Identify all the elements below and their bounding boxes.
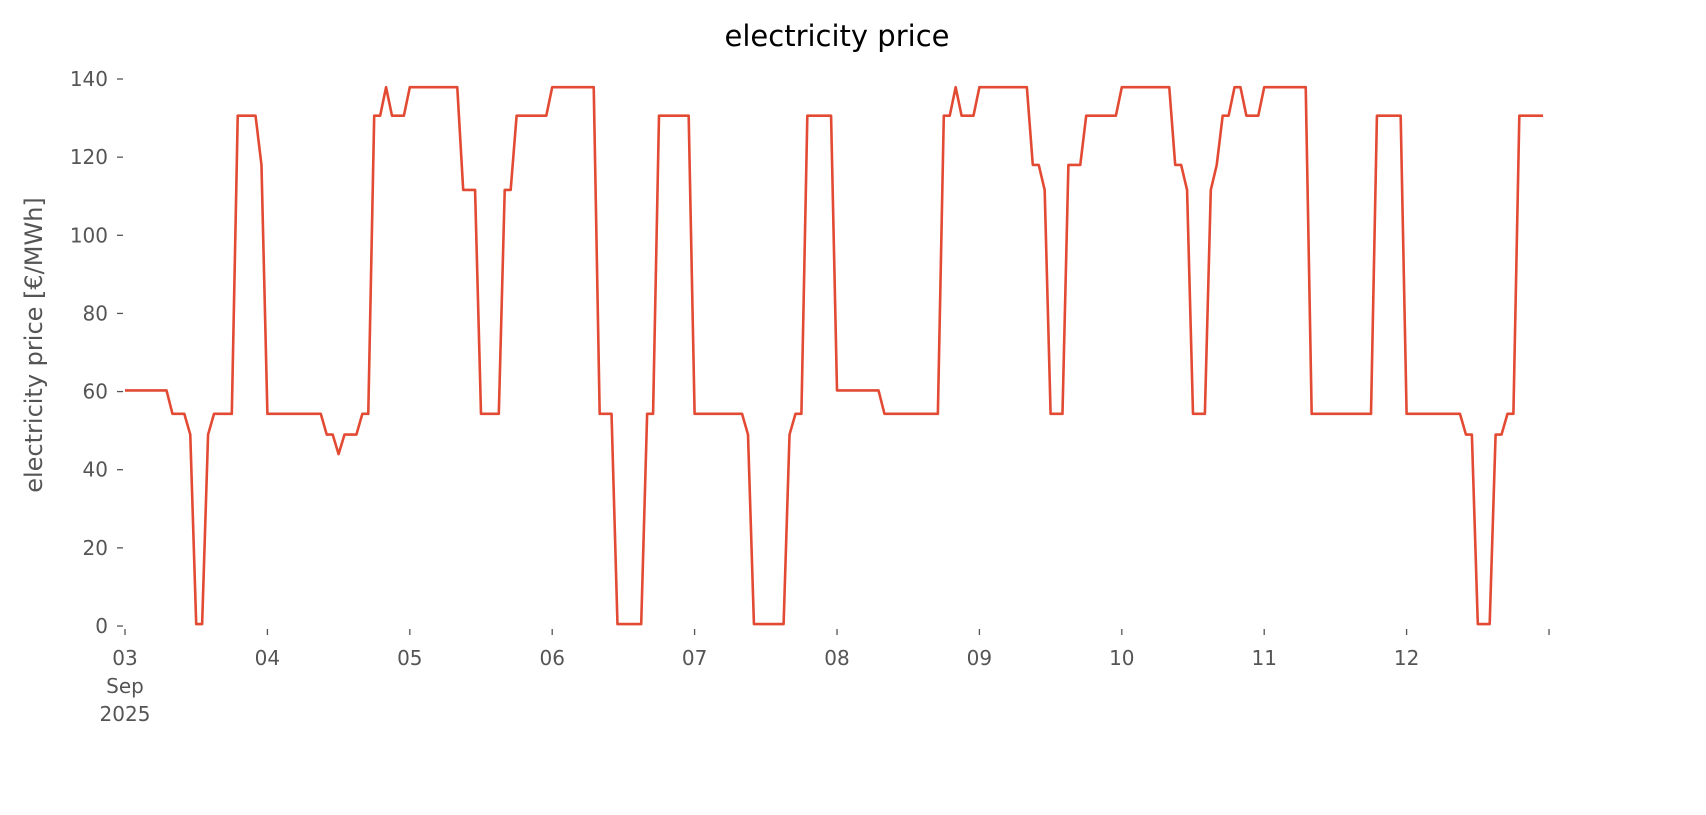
y-tick-label: 140 [70, 67, 108, 91]
x-axis: 03 Sep 2025 04 05 06 07 08 09 10 11 12 [100, 629, 1550, 726]
x-tick-label: 06 [539, 646, 564, 670]
y-tick-label: 100 [70, 223, 108, 247]
y-tick-label: 20 [83, 536, 108, 560]
x-tick-label: 05 [397, 646, 422, 670]
y-tick-label: 60 [83, 380, 108, 404]
x-tick-label: 07 [682, 646, 707, 670]
x-tick-label: 09 [967, 646, 992, 670]
x-tick-label: 12 [1394, 646, 1419, 670]
x-tick-label: Sep [106, 674, 144, 698]
x-tick-label: 10 [1109, 646, 1134, 670]
x-tick-label: 03 [112, 646, 137, 670]
y-tick-label: 0 [95, 614, 108, 638]
y-axis-label: electricity price [€/MWh] [20, 197, 48, 493]
price-series-line [125, 85, 1544, 626]
series-group [125, 85, 1544, 626]
y-tick-label: 80 [83, 301, 108, 325]
x-tick-label: 2025 [100, 702, 151, 726]
y-tick-label: 40 [83, 458, 108, 482]
y-axis: 0 20 40 60 80 100 120 140 [70, 67, 123, 638]
x-tick-label: 04 [255, 646, 280, 670]
x-tick-label: 08 [824, 646, 849, 670]
x-tick-label: 11 [1251, 646, 1276, 670]
y-tick-label: 120 [70, 145, 108, 169]
chart-title: electricity price [725, 19, 950, 53]
